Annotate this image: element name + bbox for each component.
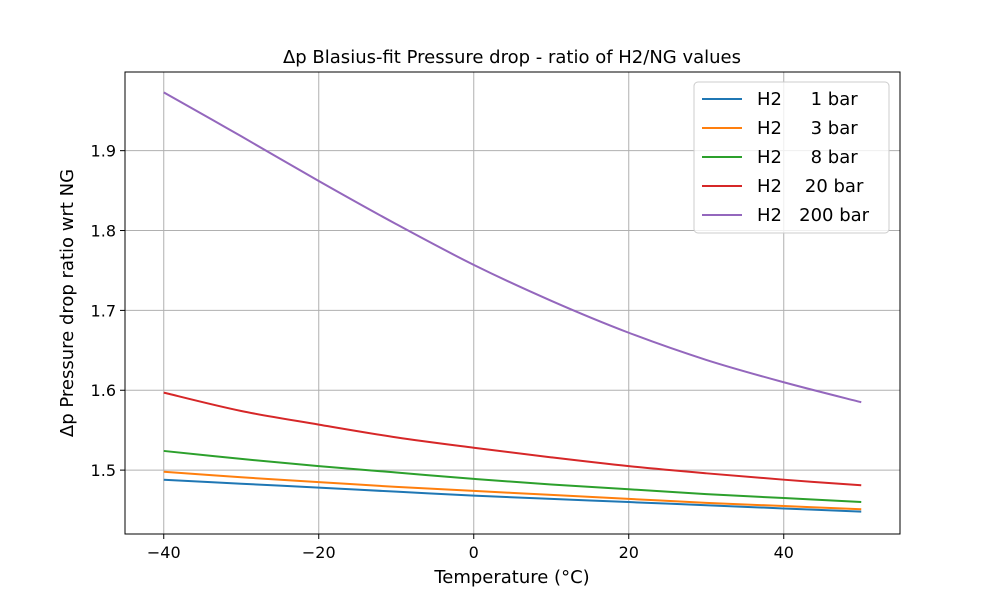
series-line-2 <box>163 449 862 504</box>
x-axis-ticks: −40 −20 0 20 40 <box>147 534 794 562</box>
x-tick-label: −20 <box>302 543 336 562</box>
legend-label-4: H2 200 bar <box>757 205 870 226</box>
y-tick-label: 1.7 <box>91 301 116 320</box>
legend-label-2: H2 8 bar <box>757 147 858 168</box>
x-tick-label: 40 <box>774 543 794 562</box>
x-tick-label: 0 <box>469 543 479 562</box>
series-line-3 <box>163 391 862 487</box>
y-tick-label: 1.6 <box>91 381 116 400</box>
y-tick-label: 1.5 <box>91 461 116 480</box>
x-tick-label: 20 <box>619 543 639 562</box>
series-line-4 <box>163 91 862 404</box>
legend-label-0: H2 1 bar <box>757 89 858 110</box>
series-line-1 <box>163 470 862 511</box>
chart-title: Δp Blasius-fit Pressure drop - ratio of … <box>283 47 741 68</box>
series-line-0 <box>163 478 862 513</box>
legend-box <box>693 81 890 234</box>
y-tick-label: 1.8 <box>91 222 116 241</box>
y-tick-label: 1.9 <box>91 142 116 161</box>
legend: H2 1 bar H2 3 bar H2 8 bar H2 20 bar H2 200 … <box>693 81 890 234</box>
series-layer <box>163 91 862 513</box>
legend-label-1: H2 3 bar <box>757 118 858 139</box>
y-axis-label: Δp Pressure drop ratio wrt NG <box>57 169 78 437</box>
legend-label-3: H2 20 bar <box>757 176 864 197</box>
plot-frame <box>124 71 901 535</box>
x-tick-label: −40 <box>147 543 181 562</box>
x-axis-label: Temperature (°C) <box>433 567 589 588</box>
y-axis-ticks: 1.5 1.6 1.7 1.8 1.9 <box>91 142 125 480</box>
